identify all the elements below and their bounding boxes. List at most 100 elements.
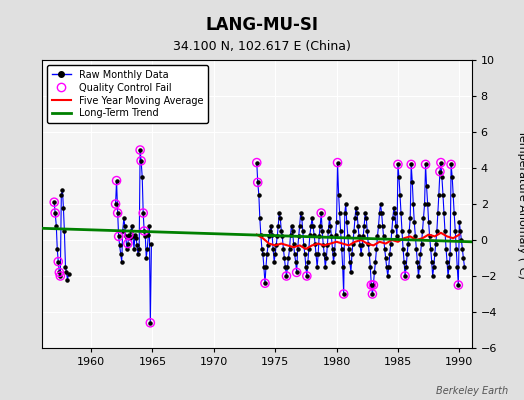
Point — [370, 269, 378, 276]
Point — [347, 269, 355, 276]
Point — [357, 251, 365, 258]
Point — [61, 264, 70, 270]
Point — [291, 258, 300, 265]
Point — [444, 273, 452, 279]
Point — [434, 192, 443, 198]
Point — [278, 233, 287, 240]
Point — [441, 228, 449, 234]
Point — [376, 201, 385, 207]
Point — [287, 222, 296, 229]
Point — [62, 269, 71, 276]
Point — [372, 246, 380, 252]
Point — [403, 251, 411, 258]
Point — [302, 264, 310, 270]
Point — [404, 240, 412, 247]
Point — [253, 160, 261, 166]
Point — [323, 242, 332, 248]
Point — [377, 210, 386, 216]
Point — [275, 210, 283, 216]
Point — [368, 291, 377, 297]
Point — [391, 222, 400, 229]
Point — [135, 246, 144, 252]
Point — [138, 174, 146, 180]
Point — [254, 179, 262, 186]
Point — [386, 251, 394, 258]
Point — [301, 251, 309, 258]
Point — [133, 242, 141, 248]
Point — [114, 233, 123, 240]
Point — [438, 174, 446, 180]
Point — [407, 161, 416, 168]
Point — [293, 246, 302, 252]
Point — [356, 242, 364, 248]
Point — [436, 160, 445, 166]
Point — [281, 264, 290, 270]
Point — [277, 228, 286, 234]
Point — [139, 210, 147, 216]
Point — [272, 242, 280, 248]
Point — [333, 160, 342, 166]
Point — [455, 219, 464, 225]
Point — [436, 168, 444, 175]
Point — [112, 178, 121, 184]
Point — [366, 264, 375, 270]
Point — [276, 215, 285, 222]
Point — [460, 264, 468, 270]
Point — [270, 258, 278, 265]
Point — [322, 255, 331, 261]
Point — [303, 273, 311, 279]
Point — [449, 192, 457, 198]
Point — [415, 264, 423, 270]
Point — [112, 201, 120, 207]
Point — [307, 222, 315, 229]
Point — [131, 231, 139, 238]
Point — [431, 251, 439, 258]
Point — [286, 231, 294, 238]
Point — [351, 215, 359, 222]
Point — [397, 210, 405, 216]
Point — [443, 258, 451, 265]
Point — [137, 158, 145, 164]
Point — [430, 264, 438, 270]
Point — [55, 269, 63, 276]
Point — [378, 222, 387, 229]
Point — [116, 251, 125, 258]
Point — [57, 192, 66, 198]
Point — [125, 231, 133, 238]
Point — [436, 160, 445, 166]
Legend: Raw Monthly Data, Quality Control Fail, Five Year Moving Average, Long-Term Tren: Raw Monthly Data, Quality Control Fail, … — [47, 65, 208, 123]
Point — [358, 242, 366, 248]
Point — [336, 228, 345, 234]
Point — [54, 258, 62, 265]
Point — [341, 210, 349, 216]
Point — [367, 282, 376, 288]
Text: 34.100 N, 102.617 E (China): 34.100 N, 102.617 E (China) — [173, 40, 351, 53]
Point — [359, 233, 367, 240]
Point — [380, 246, 389, 252]
Point — [428, 258, 436, 265]
Point — [124, 240, 132, 247]
Point — [259, 251, 267, 258]
Point — [436, 168, 444, 175]
Point — [147, 240, 156, 247]
Point — [254, 179, 262, 186]
Point — [447, 161, 455, 168]
Point — [373, 233, 381, 240]
Point — [440, 210, 448, 216]
Point — [453, 264, 462, 270]
Point — [115, 242, 124, 248]
Point — [395, 174, 403, 180]
Point — [374, 222, 383, 229]
Point — [303, 273, 311, 279]
Point — [126, 235, 134, 241]
Point — [372, 258, 380, 265]
Point — [60, 228, 69, 234]
Point — [136, 147, 144, 153]
Point — [394, 161, 402, 168]
Point — [424, 219, 433, 225]
Point — [286, 246, 294, 252]
Point — [346, 258, 354, 265]
Point — [124, 240, 132, 247]
Point — [411, 233, 420, 240]
Point — [55, 269, 63, 276]
